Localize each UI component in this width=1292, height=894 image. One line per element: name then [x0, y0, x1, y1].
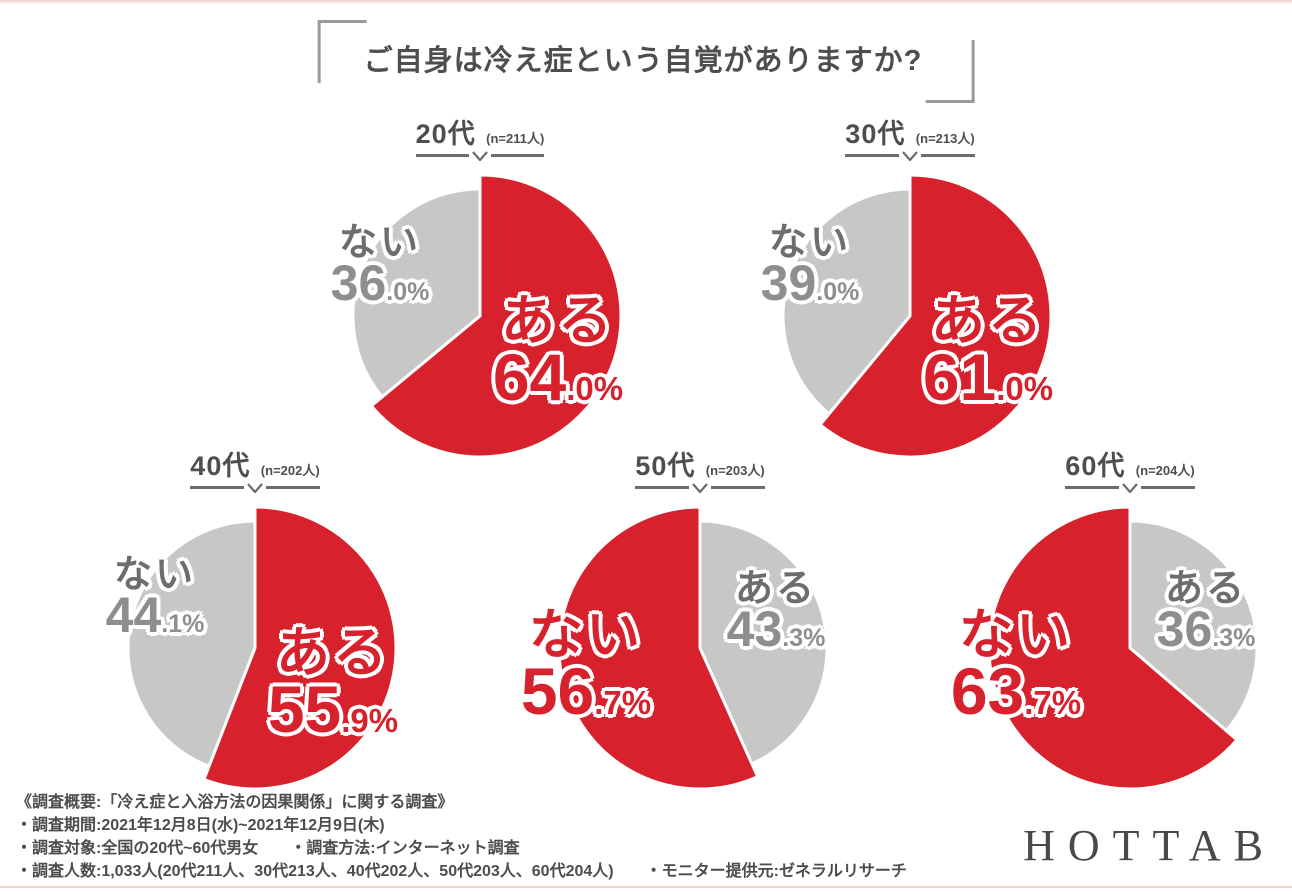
header-underline [190, 483, 320, 493]
pie-svg [557, 505, 829, 791]
percent-value: 39.0% [760, 255, 860, 311]
slice-aru [698, 519, 829, 766]
answer-label: ない [338, 222, 421, 264]
survey-period-line: ・調査期間:2021年12月8日(水)~2021年12月9日(木) [16, 817, 385, 834]
answer-label: ある [276, 623, 390, 683]
pie: ある 55.9% ない 44.1% [105, 496, 405, 796]
answer-label: ない [959, 605, 1073, 665]
chevron-down-icon [1122, 483, 1138, 493]
slice-aru [202, 505, 398, 791]
pie-label-aru: ある 61.0% [892, 294, 1084, 410]
slice-aru [818, 173, 1053, 459]
pie-label-aru: ある 64.0% [462, 294, 654, 410]
sample-size: (n=203人) [705, 463, 765, 478]
percent-value: 44.1% [105, 587, 205, 643]
slice-aru [369, 173, 623, 459]
pie-label-aru: ある 43.3% [700, 570, 852, 654]
answer-label: ない [113, 554, 196, 596]
pie-chart-40s: 40代 (n=202人) ある 55.9% ない 44.1% [85, 444, 425, 796]
question-title-block: ご自身は冷え症という自覚がありますか? [317, 20, 975, 103]
pie-svg [126, 505, 398, 791]
answer-label: ない [529, 605, 643, 665]
sample-size: (n=213人) [915, 131, 975, 146]
chart-header: 60代 (n=204人) [960, 444, 1292, 494]
slice-nai [126, 519, 257, 768]
slice-nai [987, 505, 1239, 791]
pie-label-nai: ない 39.0% [734, 224, 886, 308]
hottab-logo: HOTTAB [1023, 821, 1276, 870]
sample-size: (n=204人) [1135, 463, 1195, 478]
age-label: 40代 [190, 451, 251, 481]
slice-aru [1128, 519, 1259, 733]
chevron-down-icon [902, 151, 918, 161]
slice-nai [781, 187, 912, 416]
sample-size: (n=202人) [260, 463, 320, 478]
sample-size: (n=211人) [486, 131, 545, 146]
percent-value: 36.3% [1156, 601, 1256, 657]
pie-label-nai: ない 63.7% [926, 608, 1106, 724]
header-underline [845, 151, 975, 161]
survey-target-method-line: ・調査対象:全国の20代~60代男女 ・調査方法:インターネット調査 [16, 840, 520, 857]
header-underline [415, 151, 545, 161]
pie-label-nai: ない 44.1% [79, 556, 231, 640]
slice-nai [557, 505, 760, 791]
question-title: ご自身は冷え症という自覚がありますか? [363, 45, 923, 77]
percent-value: 43.3% [726, 601, 826, 657]
bracket-bottom-right [925, 40, 975, 103]
pie: ある 61.0% ない 39.0% [760, 164, 1060, 464]
answer-label: ある [1164, 568, 1247, 610]
survey-population-monitor-line: ・調査人数:1,033人(20代211人、30代213人、40代202人、50代… [16, 863, 907, 880]
pie-chart-50s: 50代 (n=203人) ある 43.3% ない 56.7% [521, 444, 870, 796]
chart-header: 40代 (n=202人) [85, 444, 425, 494]
slice-nai [351, 187, 482, 399]
percent-value: 61.0% [922, 340, 1054, 414]
age-label: 50代 [635, 451, 696, 481]
age-label: 60代 [1065, 451, 1126, 481]
chevron-down-icon [472, 151, 488, 161]
header-underline [1065, 483, 1195, 493]
pie-chart-30s: 30代 (n=213人) ある 61.0% ない 39.0% [740, 112, 1080, 464]
header-underline [635, 483, 765, 493]
answer-label: ある [734, 568, 817, 610]
percent-value: 64.0% [492, 340, 624, 414]
pie-label-nai: ない 56.7% [496, 608, 676, 724]
percent-value: 36.0% [330, 255, 430, 311]
pie-svg [987, 505, 1259, 791]
pie: ある 36.3% ない 63.7% [951, 496, 1282, 796]
pie-label-nai: ない 36.0% [304, 224, 456, 308]
survey-overview: 《調査概要:「冷え症と入浴方法の因果関係」に関する調査》 ・調査期間:2021年… [16, 791, 907, 883]
pie-chart-20s: 20代 (n=211人) ある 64.0% ない 36.0% [310, 112, 650, 464]
answer-label: ない [768, 222, 851, 264]
pie-label-aru: ある 55.9% [237, 626, 429, 742]
age-label: 30代 [845, 119, 906, 149]
chevron-down-icon [692, 483, 708, 493]
chart-header: 50代 (n=203人) [530, 444, 870, 494]
survey-overview-line: 《調査概要:「冷え症と入浴方法の因果関係」に関する調査》 [16, 794, 454, 811]
top-edge-line [0, 0, 1292, 5]
pie: ある 64.0% ない 36.0% [330, 164, 630, 464]
percent-value: 55.9% [267, 672, 399, 746]
pie-chart-60s: 60代 (n=204人) ある 36.3% ない 63.7% [951, 444, 1292, 796]
bottom-edge-line [0, 886, 1292, 888]
percent-value: 63.7% [950, 654, 1082, 728]
percent-value: 56.7% [520, 654, 652, 728]
pie-svg [781, 173, 1053, 459]
pie-svg [351, 173, 623, 459]
answer-label: ある [931, 291, 1045, 351]
chevron-down-icon [247, 483, 263, 493]
chart-header: 30代 (n=213人) [740, 112, 1080, 162]
pie-label-aru: ある 36.3% [1130, 570, 1282, 654]
bracket-top-left [317, 20, 367, 83]
pie: ある 43.3% ない 56.7% [521, 496, 852, 796]
age-label: 20代 [415, 119, 476, 149]
answer-label: ある [501, 291, 615, 351]
chart-header: 20代 (n=211人) [310, 112, 650, 162]
